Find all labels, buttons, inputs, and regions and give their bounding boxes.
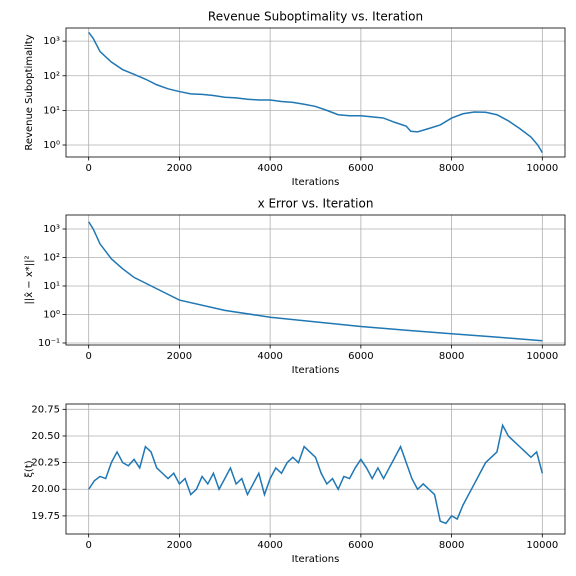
data-line	[88, 423, 544, 525]
data-line	[88, 221, 543, 342]
y-tick-label: 19.75	[31, 511, 60, 522]
data-line	[88, 31, 543, 154]
x-tick-label: 6000	[348, 540, 373, 551]
x-axis-label: Iterations	[292, 554, 340, 565]
y-tick-label: 20.00	[31, 484, 60, 495]
x-tick-label: 2000	[167, 163, 192, 174]
chart-title: x Error vs. Iteration	[258, 197, 374, 211]
y-axis-label: Revenue Suboptimality	[24, 34, 35, 150]
x-tick-label: 8000	[439, 540, 464, 551]
y-tick-label: 20.25	[31, 458, 60, 469]
x-tick-label: 0	[85, 540, 91, 551]
x-tick-label: 2000	[167, 351, 192, 362]
x-tick-label: 4000	[257, 351, 282, 362]
y-tick-label: 10²	[43, 252, 60, 263]
x-tick-label: 8000	[439, 351, 464, 362]
y-tick-label: 10²	[43, 71, 60, 82]
x-axis-label: Iterations	[292, 365, 340, 376]
y-tick-label: 10⁰	[43, 309, 60, 320]
x-tick-label: 0	[85, 163, 91, 174]
x-tick-label: 10000	[526, 351, 558, 362]
y-tick-label: 10³	[43, 224, 60, 235]
x-tick-label: 6000	[348, 163, 373, 174]
chart-title: Revenue Suboptimality vs. Iteration	[208, 10, 423, 24]
axes-frame	[65, 214, 566, 346]
plot-area	[66, 215, 565, 345]
x-tick-label: 10000	[526, 163, 558, 174]
x-tick-label: 0	[85, 351, 91, 362]
y-tick-label: 10⁰	[43, 140, 60, 151]
y-tick-label: 10¹	[43, 105, 60, 116]
x-tick-label: 10000	[526, 540, 558, 551]
axes-frame	[65, 27, 566, 158]
y-tick-label: 10³	[43, 36, 60, 47]
x-tick-label: 4000	[257, 163, 282, 174]
y-tick-label: 20.50	[31, 431, 60, 442]
x-tick-label: 2000	[167, 540, 192, 551]
y-tick-label: 10¹	[43, 281, 60, 292]
y-tick-label: 20.75	[31, 404, 60, 415]
plot-area	[66, 404, 565, 534]
x-tick-label: 8000	[439, 163, 464, 174]
y-axis-label: ||x̂ − x*||²	[23, 255, 35, 304]
y-axis-label: ξ(t)	[24, 460, 35, 477]
x-axis-label: Iterations	[292, 177, 340, 188]
x-tick-label: 4000	[257, 540, 282, 551]
x-tick-label: 6000	[348, 351, 373, 362]
plot-area	[66, 28, 565, 157]
y-tick-label: 10⁻¹	[38, 338, 60, 349]
axes-frame	[65, 403, 566, 535]
